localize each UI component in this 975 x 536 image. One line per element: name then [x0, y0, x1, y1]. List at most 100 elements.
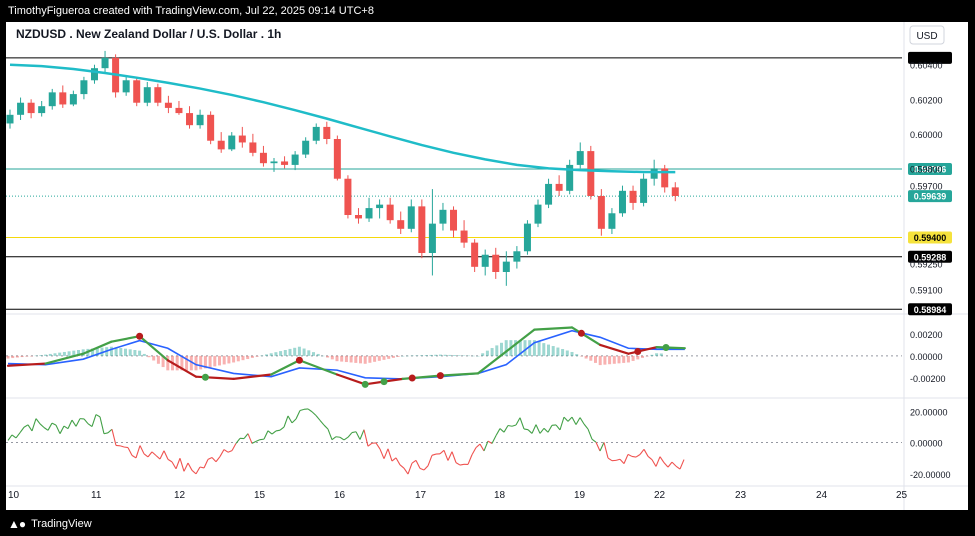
oscillator-1-histogram-bar — [467, 355, 471, 357]
oscillator-2-line-segment — [515, 417, 521, 426]
x-tick-label: 24 — [816, 490, 828, 501]
oscillator-1-histogram-bar — [321, 355, 325, 357]
candle-body — [597, 196, 605, 229]
moving-average-line — [9, 63, 676, 174]
oscillator-2-line-segment — [483, 440, 489, 452]
candle-body — [365, 208, 373, 219]
oscillator-1-histogram-bar — [91, 348, 95, 356]
oscillator-1-histogram-bar — [429, 354, 433, 356]
oscillator-1-histogram-bar — [189, 355, 193, 371]
oscillator-2-line-segment — [543, 427, 549, 433]
candle-body — [513, 251, 521, 262]
oscillator-2-line-segment — [63, 425, 69, 430]
price-level-label: 0.59796 — [914, 165, 947, 175]
oscillator-1-histogram-bar — [495, 345, 499, 356]
oscillator-2-line-segment — [651, 459, 657, 467]
oscillator-2-line-segment — [663, 462, 669, 468]
price-level-badge — [908, 303, 952, 316]
oscillator-1-histogram-bar — [119, 348, 123, 356]
grid-layer — [6, 22, 968, 510]
oscillator-1-histogram-bar — [312, 352, 315, 356]
oscillator-2-line-segment — [627, 453, 633, 457]
oscillator-1-histogram-bar — [382, 355, 386, 360]
price-tick-label: 0.60000 — [910, 130, 943, 140]
oscillator-1-histogram-bar — [575, 354, 579, 356]
oscillator-2-line-segment — [603, 442, 609, 459]
candle-body — [397, 220, 405, 229]
oscillator-2-line-segment — [379, 448, 385, 459]
oscillator-2-line-segment — [363, 429, 369, 447]
oscillator-2-line-segment — [639, 448, 645, 455]
oscillator-1-histogram-bar — [645, 355, 649, 357]
oscillator-1-histogram-bar — [490, 348, 494, 356]
oscillator-1-histogram-bar — [241, 355, 245, 361]
oscillator-1-histogram-bar — [542, 343, 546, 356]
oscillator-2-line-segment — [279, 426, 285, 431]
oscillator-1-histogram-bar — [175, 355, 179, 371]
oscillator-1-histogram-bar — [34, 355, 38, 357]
oscillator-1-fast-line-segment — [110, 335, 141, 343]
oscillator-2-line-segment — [447, 451, 453, 461]
x-tick-label: 18 — [494, 490, 506, 501]
oscillator-1-histogram-bar — [265, 354, 268, 356]
oscillator-1-red-marker — [136, 332, 144, 340]
oscillator-2-tick-label: 20.00000 — [910, 407, 948, 417]
oscillator-1-histogram-bar — [161, 355, 165, 368]
oscillator-2-line-segment — [439, 449, 445, 455]
oscillator-2-line-segment — [243, 433, 249, 439]
oscillator-2-line-segment — [539, 427, 545, 434]
tradingview-brand: TradingView — [31, 518, 92, 530]
oscillator-2-line-segment — [143, 453, 149, 458]
price-level-label: 0.59400 — [914, 233, 947, 243]
candle-body — [133, 80, 141, 103]
candle-body — [534, 204, 542, 224]
candle-body — [545, 183, 553, 205]
x-tick-label: 25 — [896, 490, 908, 501]
top-bar: TimothyFigueroa created with TradingView… — [0, 0, 975, 22]
oscillator-1-histogram-bar — [608, 355, 612, 365]
oscillator-1-histogram-bar — [570, 351, 574, 356]
candle-body — [270, 161, 278, 164]
chart-svg[interactable]: 0.59796 0.59639 0.59400 0.59288 0.58984 0.60… — [6, 22, 968, 510]
oscillator-1-histogram-bar — [30, 355, 33, 357]
candle-body — [217, 140, 225, 150]
candle-body — [333, 139, 341, 179]
oscillator-2-line-segment — [19, 426, 25, 434]
bottom-bar: ▲● TradingView — [0, 512, 975, 536]
candle-body — [164, 102, 172, 108]
oscillator-2-line-segment — [135, 445, 141, 459]
oscillator-2-line-segment — [111, 429, 117, 446]
oscillator-1-histogram-bar — [274, 352, 278, 356]
oscillator-2-line-segment — [579, 417, 585, 425]
currency-button[interactable]: USD — [909, 25, 945, 45]
oscillator-1-histogram-bar — [340, 355, 344, 362]
price-level-label: 0.59288 — [914, 252, 947, 262]
candle-body — [587, 151, 595, 196]
oscillator-2-line-segment — [287, 415, 293, 424]
candle-body — [38, 106, 46, 114]
oscillator-2-line-segment — [107, 428, 113, 434]
oscillator-1-histogram-bar — [528, 340, 532, 356]
oscillator-2-line-segment — [623, 454, 629, 464]
oscillator-2-line-segment — [607, 457, 613, 462]
oscillator-1-histogram-bar — [377, 355, 381, 361]
oscillator-1-histogram-bar — [77, 350, 80, 356]
oscillator-2-layer — [6, 408, 902, 475]
oscillator-1-histogram-bar — [307, 350, 311, 356]
chart-area[interactable]: 0.59796 0.59639 0.59400 0.59288 0.58984 0.60… — [6, 22, 968, 510]
candle-body — [249, 142, 257, 153]
oscillator-2-line-segment — [119, 445, 125, 448]
candle-body — [418, 206, 426, 253]
x-tick-label: 19 — [574, 490, 586, 501]
oscillator-2-line-segment — [547, 425, 553, 433]
oscillator-1-histogram-bar — [650, 354, 654, 356]
oscillator-1-histogram-bar — [128, 349, 132, 356]
oscillator-2-line-segment — [391, 457, 397, 462]
oscillator-2-line-segment — [307, 408, 313, 413]
oscillator-2-line-segment — [531, 424, 537, 434]
oscillator-2-line-segment — [443, 450, 449, 461]
oscillator-2-line-segment — [199, 466, 205, 469]
price-level-badge — [908, 163, 952, 176]
price-tick-label: 0.60200 — [910, 95, 943, 105]
oscillator-1-histogram-bar — [443, 354, 447, 356]
